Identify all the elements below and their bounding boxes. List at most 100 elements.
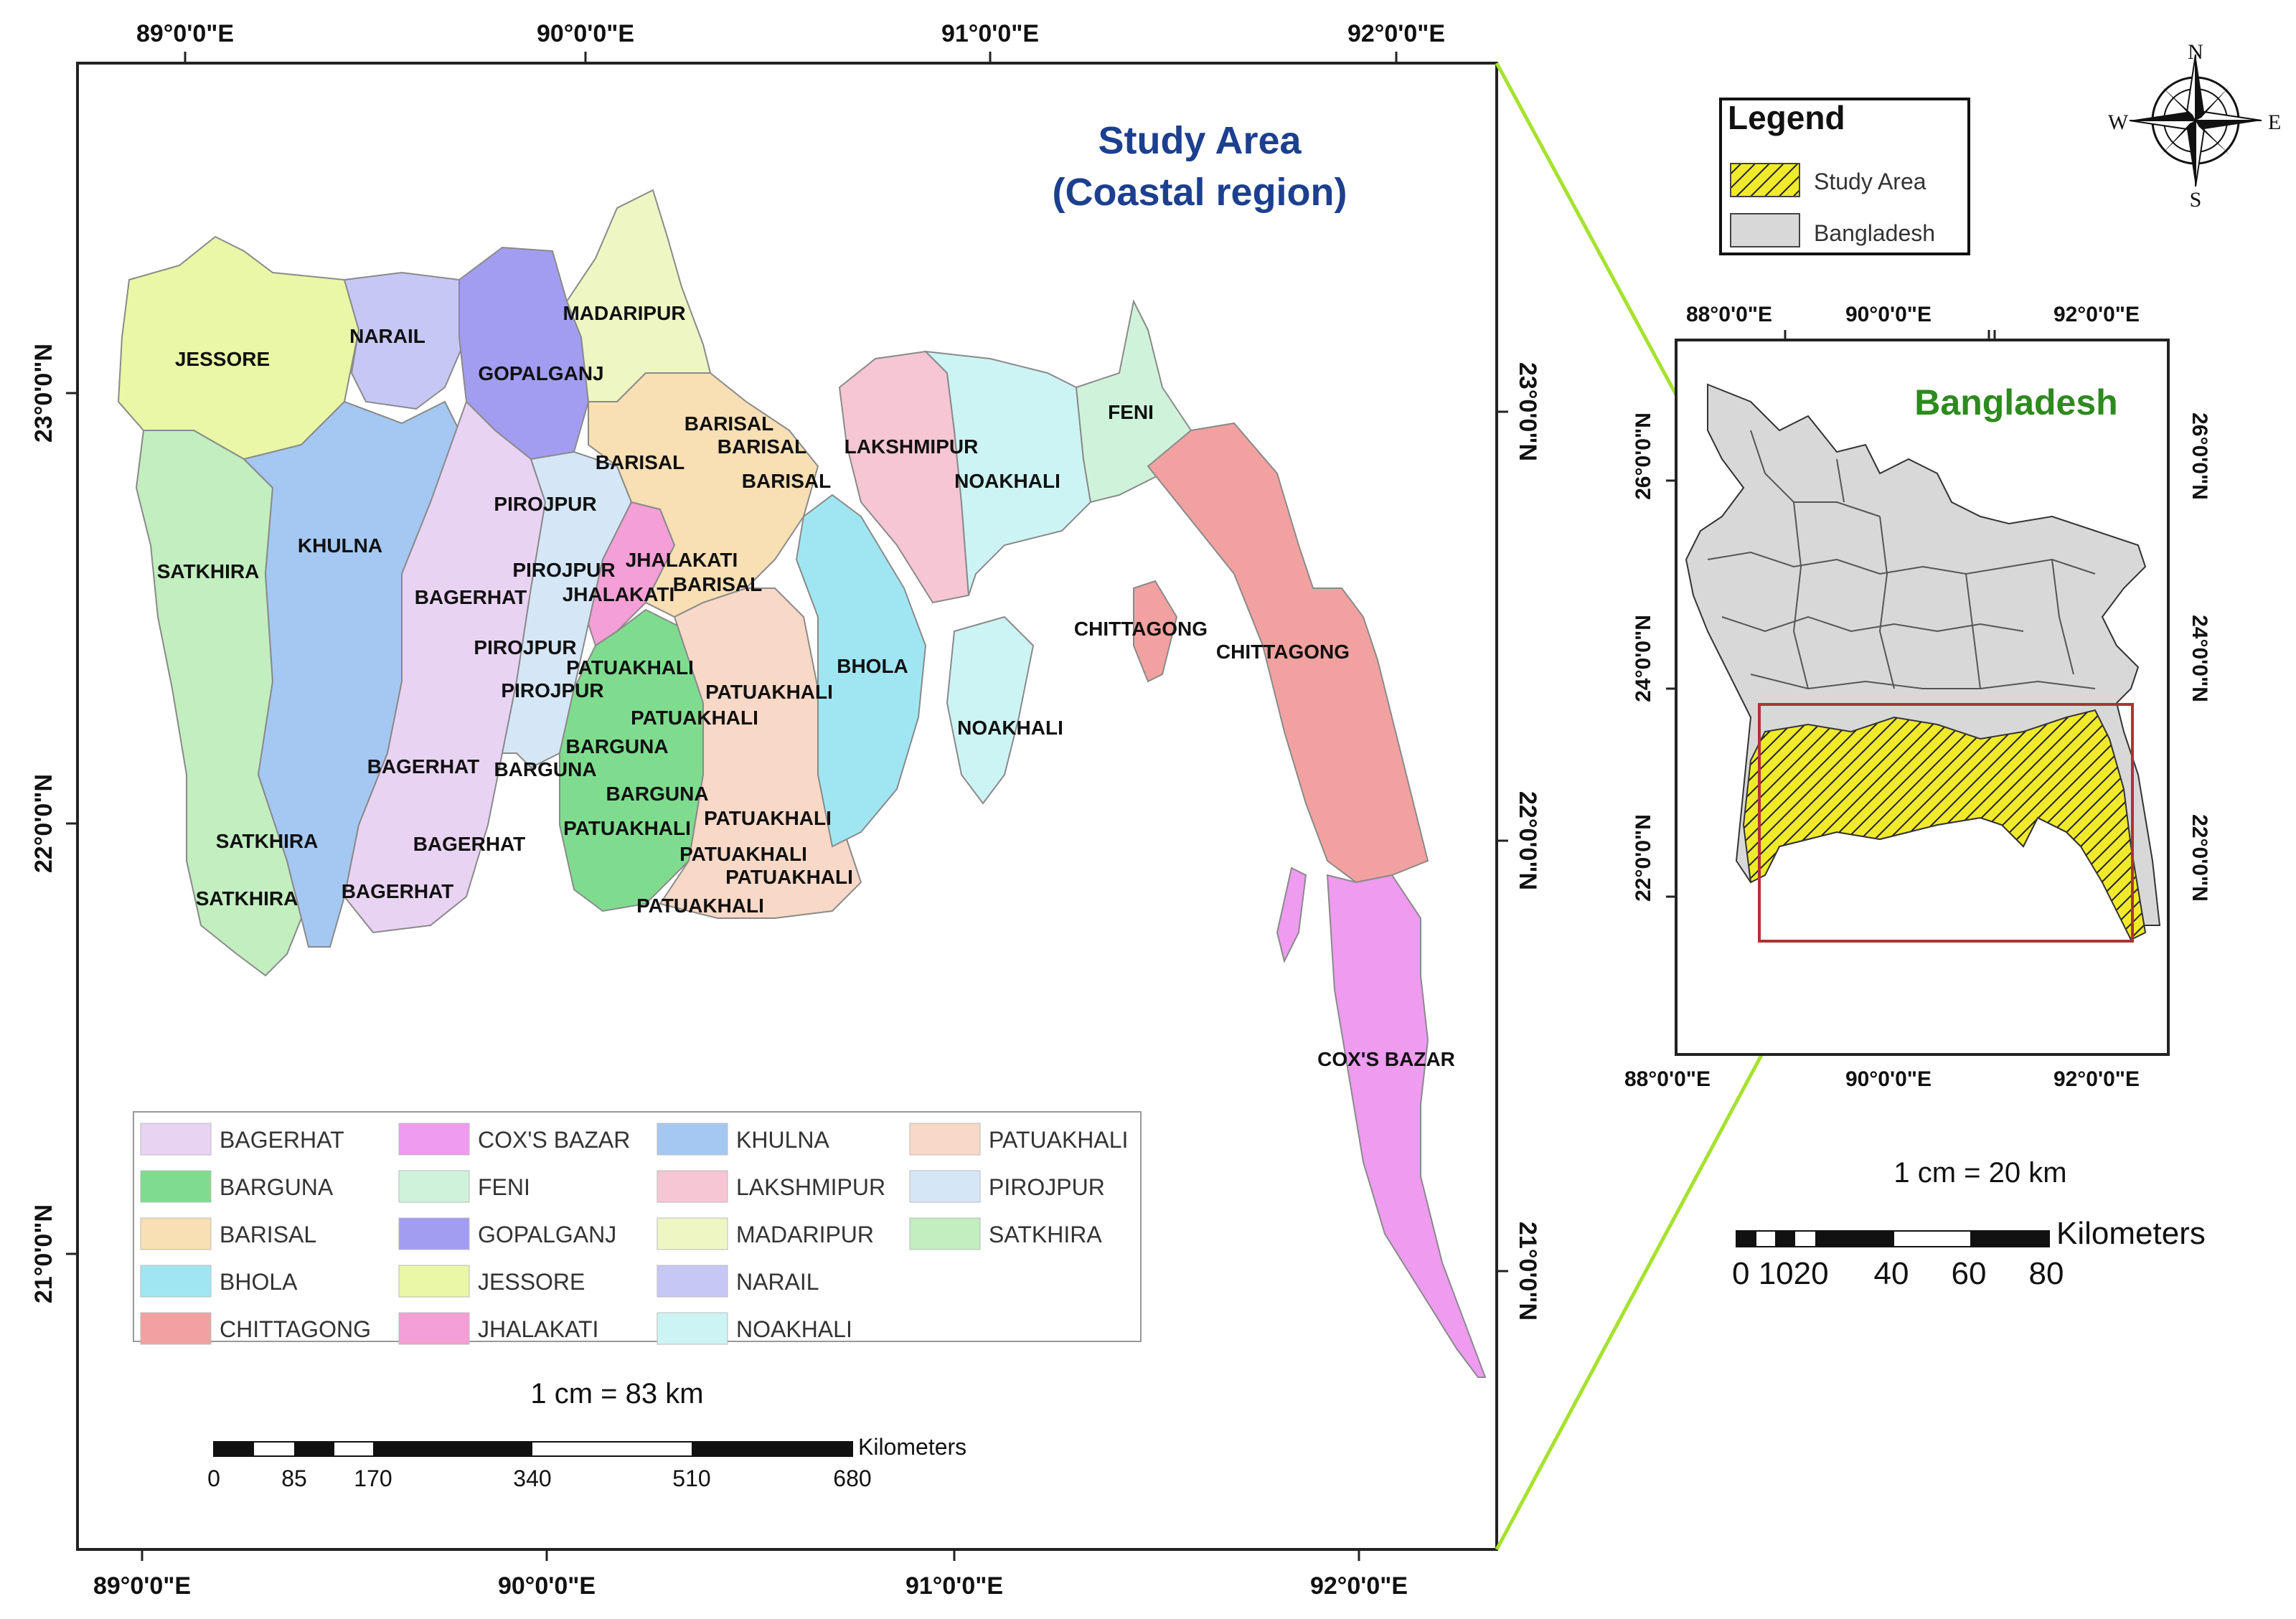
main-scale-tick: 0	[207, 1465, 220, 1491]
legend-label: FENI	[478, 1174, 530, 1200]
main-scale-unit: Kilometers	[858, 1434, 966, 1460]
legend-swatch	[909, 1217, 981, 1250]
district-label: PATUAKHALI	[679, 843, 807, 865]
main-bottom-lon-label: 91°0'0"E	[905, 1572, 1003, 1600]
district-label: GOPALGANJ	[478, 362, 603, 384]
inset-top-lon-label: 90°0'0"E	[1845, 303, 1932, 326]
legend-swatch	[657, 1312, 728, 1345]
district-narail	[343, 271, 468, 410]
district-barguna	[559, 608, 704, 912]
inset-scale-tick: 0 1020	[1732, 1256, 1829, 1291]
district-noakhali	[923, 350, 1092, 596]
legend-label: BHOLA	[220, 1269, 298, 1295]
main-bottom-lon-label: 90°0'0"E	[498, 1572, 596, 1600]
legend-swatch	[140, 1265, 212, 1298]
compass-n: N	[2188, 40, 2203, 64]
inset-map-title: Bangladesh	[1914, 382, 2117, 423]
legend-label: MADARIPUR	[736, 1222, 874, 1247]
inset-legend-item: Study Area	[1814, 169, 1926, 194]
district-label: PATUAKHALI	[704, 807, 832, 829]
inset-right-lat-label: 24°0'0"N	[2188, 615, 2211, 702]
district-label: SATKHIRA	[196, 887, 298, 910]
main-top-lon-label: 91°0'0"E	[941, 20, 1039, 47]
legend-label: GOPALGANJ	[478, 1222, 616, 1247]
legend-label: BARISAL	[220, 1222, 316, 1247]
legend-label: LAKSHMIPUR	[736, 1174, 885, 1200]
district-label: PIROJPUR	[494, 493, 596, 515]
inset-top-lon-label: 92°0'0"E	[2053, 303, 2140, 326]
inset-left-lat-label: 22°0'0"N	[1632, 814, 1655, 902]
legend-swatch	[657, 1265, 728, 1298]
district-chittagong-island	[1133, 580, 1178, 683]
main-scale-tick: 340	[513, 1465, 551, 1491]
district-coxs-bazar-island	[1276, 867, 1307, 963]
study-area-hatch	[1742, 709, 2147, 941]
main-top-lon-label: 89°0'0"E	[136, 20, 234, 47]
main-bottom-lon-label: 92°0'0"E	[1310, 1572, 1408, 1600]
district-noakhali-island	[946, 615, 1035, 805]
legend-label: JESSORE	[478, 1269, 585, 1295]
legend-swatch	[909, 1170, 981, 1203]
district-label: BAGERHAT	[342, 880, 454, 902]
district-label: BHOLA	[837, 655, 908, 677]
legend-label: KHULNA	[736, 1127, 829, 1153]
legend-swatch	[909, 1123, 981, 1156]
legend-swatch	[398, 1170, 470, 1203]
district-label: BARISAL	[684, 412, 773, 435]
legend-label: PATUAKHALI	[989, 1127, 1128, 1153]
district-label: PATUAKHALI	[636, 895, 764, 917]
district-label: NOAKHALI	[954, 470, 1060, 492]
district-chittagong	[1147, 422, 1429, 884]
main-right-lat-label: 23°0'0"N	[1514, 362, 1541, 461]
legend-swatch	[657, 1217, 728, 1250]
district-label: SATKHIRA	[216, 830, 319, 852]
district-label: PATUAKHALI	[705, 681, 833, 703]
district-label: NOAKHALI	[957, 717, 1063, 739]
district-coxs-bazar	[1326, 874, 1487, 1378]
legend-label: JHALAKATI	[478, 1316, 598, 1342]
district-label: BARGUNA	[565, 735, 668, 757]
compass-s: S	[2190, 188, 2202, 212]
inset-scale-tick: 40	[1874, 1256, 1909, 1291]
inset-left-lat-label: 26°0'0"N	[1632, 412, 1655, 500]
district-label: PIROJPUR	[474, 636, 576, 659]
study-area-swatch	[1730, 163, 1800, 197]
inset-legend-title: Legend	[1728, 99, 1845, 136]
district-label: BARGUNA	[494, 758, 596, 780]
legend-swatch	[398, 1265, 470, 1298]
main-map-ticks	[66, 52, 1508, 1561]
district-label: BAGERHAT	[367, 755, 480, 778]
district-label: BAGERHAT	[413, 833, 526, 855]
legend-label: NARAIL	[736, 1269, 819, 1295]
main-legend: BAGERHAT BARGUNA BARISAL BHOLA CHITTAGONG COX…	[140, 1123, 1128, 1345]
legend-label: SATKHIRA	[989, 1222, 1102, 1247]
main-left-lat-label: 22°0'0"N	[30, 774, 57, 873]
legend-swatch	[398, 1123, 470, 1156]
legend-swatch	[398, 1217, 470, 1250]
district-label: SATKHIRA	[157, 560, 260, 582]
bangladesh-swatch	[1730, 213, 1800, 247]
main-left-lat-label: 21°0'0"N	[30, 1204, 57, 1303]
main-right-lat-label: 22°0'0"N	[1514, 791, 1541, 890]
legend-swatch	[657, 1170, 728, 1203]
district-label: JESSORE	[175, 348, 270, 370]
legend-swatch	[398, 1312, 470, 1345]
inset-right-lat-label: 26°0'0"N	[2188, 412, 2211, 500]
compass-w: W	[2108, 110, 2129, 134]
district-label: NARAIL	[349, 325, 425, 347]
district-label: PATUAKHALI	[631, 707, 758, 729]
main-scale-bar	[213, 1441, 853, 1457]
district-label: PATUAKHALI	[563, 817, 691, 839]
district-label: PATUAKHALI	[566, 656, 694, 679]
legend-swatch	[140, 1312, 212, 1345]
district-polygons	[117, 189, 1487, 1378]
main-right-lat-label: 21°0'0"N	[1514, 1222, 1541, 1321]
district-labels: JESSORE NARAIL MADARIPUR GOPALGANJ BARIS…	[157, 302, 1455, 1070]
legend-label: BAGERHAT	[220, 1127, 344, 1153]
legend-label: COX'S BAZAR	[478, 1127, 630, 1153]
district-label: COX'S BAZAR	[1317, 1048, 1455, 1070]
inset-legend-item: Bangladesh	[1814, 220, 1935, 246]
district-label: PIROJPUR	[512, 559, 615, 581]
